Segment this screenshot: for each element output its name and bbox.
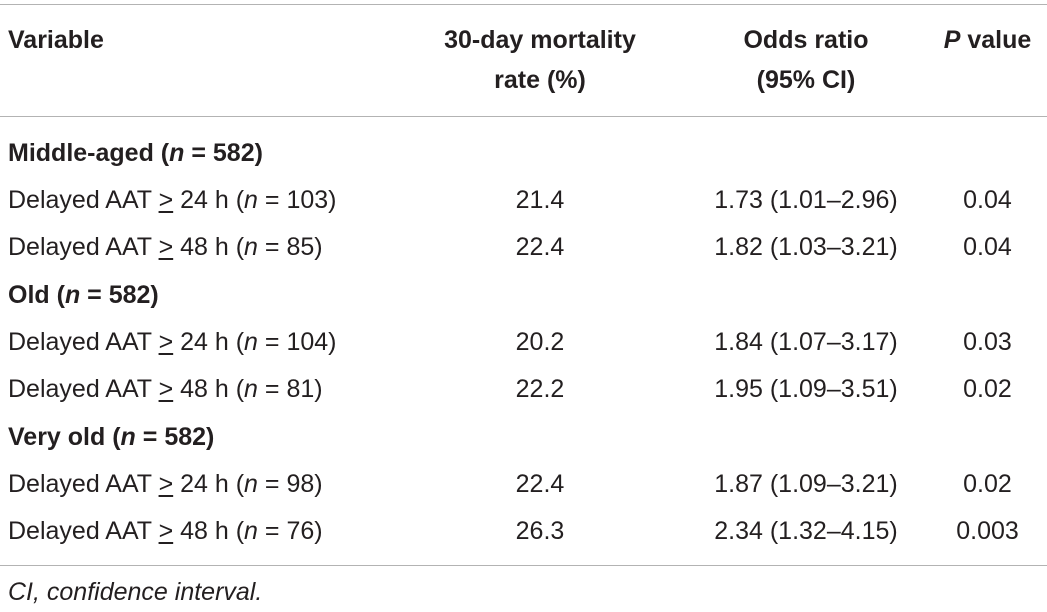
table-row-label: Delayed AAT > 48 h (n = 81): [8, 375, 323, 403]
mortality-cell: 22.4: [515, 233, 565, 261]
header-odds-ratio: Odds ratio (95% CI): [682, 20, 930, 100]
odds-ratio-cell: 1.87 (1.09–3.21): [714, 470, 898, 498]
group-heading-very-old: Very old (n = 582): [8, 423, 215, 451]
header-p-italic: P: [943, 26, 961, 54]
p-value-cell: 0.02: [963, 375, 1012, 403]
mortality-cell: 22.2: [515, 375, 565, 403]
header-p-rest: value: [960, 26, 1032, 54]
odds-ratio-cell: 1.95 (1.09–3.51): [714, 375, 898, 403]
header-mortality-line2: rate (%): [494, 66, 586, 94]
header-odds-line1: Odds ratio: [743, 26, 869, 54]
mortality-cell: 22.4: [515, 470, 565, 498]
table-row-label: Delayed AAT > 24 h (n = 98): [8, 470, 323, 498]
p-value-cell: 0.04: [963, 233, 1012, 261]
table-row-label: Delayed AAT > 24 h (n = 103): [8, 186, 337, 214]
header-rule: [0, 116, 1047, 117]
table-top-rule: [0, 4, 1047, 5]
header-variable: Variable: [8, 26, 104, 54]
mortality-cell: 20.2: [515, 328, 565, 356]
table-row-label: Delayed AAT > 48 h (n = 85): [8, 233, 323, 261]
table-row-label: Delayed AAT > 48 h (n = 76): [8, 517, 323, 545]
odds-ratio-cell: 1.73 (1.01–2.96): [714, 186, 898, 214]
p-value-cell: 0.03: [963, 328, 1012, 356]
odds-ratio-cell: 1.84 (1.07–3.17): [714, 328, 898, 356]
table-footnote: CI, confidence interval.: [8, 578, 263, 606]
header-mortality-line1: 30-day mortality: [444, 26, 636, 54]
p-value-cell: 0.02: [963, 470, 1012, 498]
mortality-cell: 26.3: [515, 517, 565, 545]
p-value-cell: 0.003: [956, 517, 1019, 545]
odds-ratio-cell: 1.82 (1.03–3.21): [714, 233, 898, 261]
mortality-cell: 21.4: [515, 186, 565, 214]
header-mortality: 30-day mortality rate (%): [398, 20, 682, 100]
header-odds-line2: (95% CI): [756, 66, 856, 94]
header-p-value: P value: [930, 20, 1045, 60]
table-row-label: Delayed AAT > 24 h (n = 104): [8, 328, 337, 356]
table-bottom-rule: [0, 565, 1047, 566]
odds-ratio-cell: 2.34 (1.32–4.15): [714, 517, 898, 545]
group-heading-middle-aged: Middle-aged (n = 582): [8, 139, 263, 167]
group-heading-old: Old (n = 582): [8, 281, 159, 309]
p-value-cell: 0.04: [963, 186, 1012, 214]
